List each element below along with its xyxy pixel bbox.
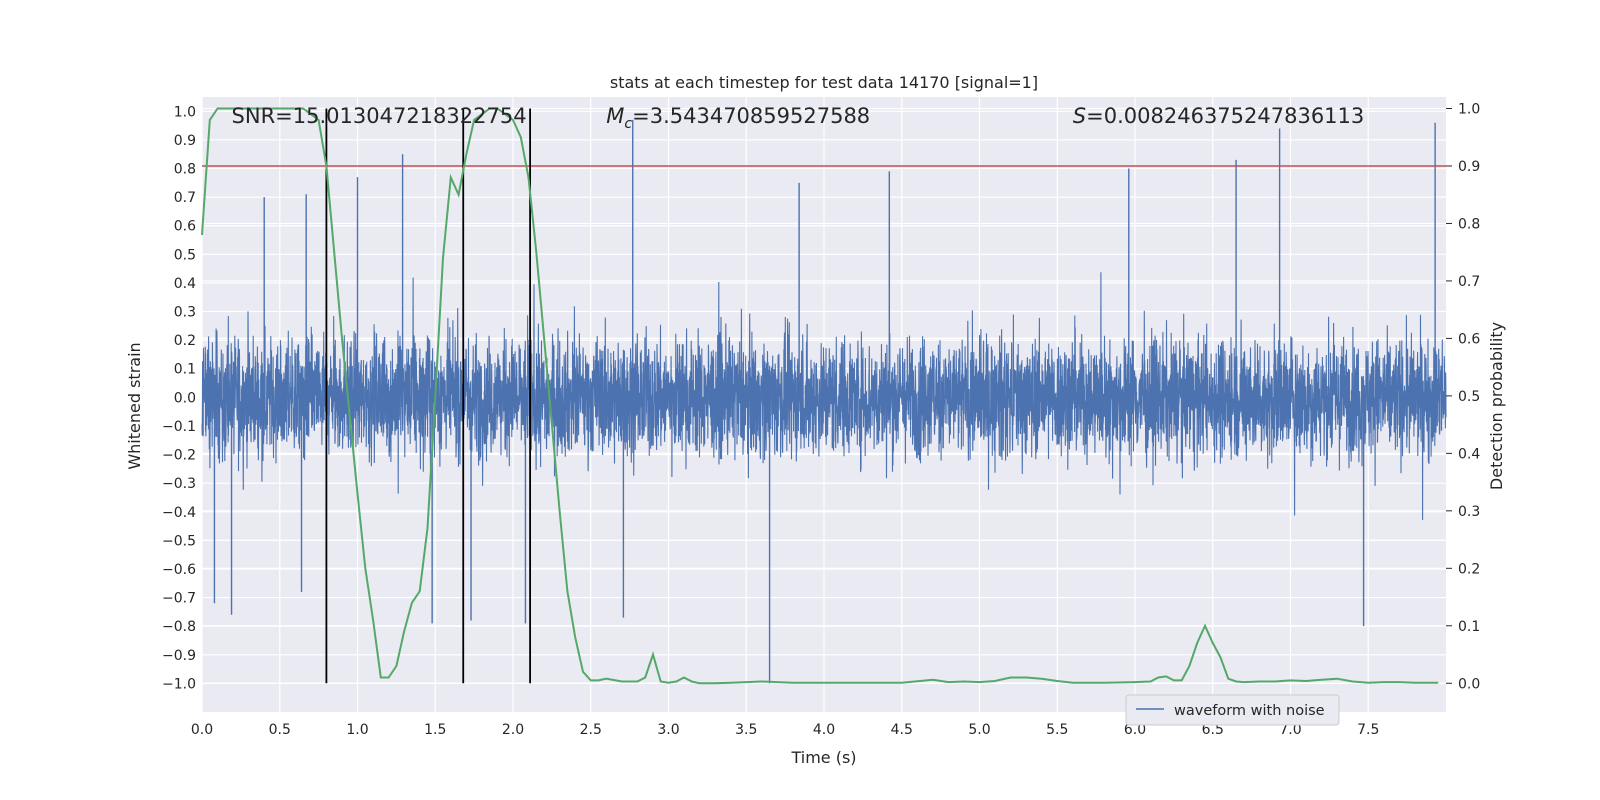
y-left-tick-label: 0.3 — [174, 305, 196, 321]
x-tick-label: 5.0 — [968, 722, 990, 738]
y-right-tick-label: 0.2 — [1458, 561, 1480, 577]
y-left-tick-label: 0.8 — [174, 162, 196, 178]
y-left-tick-label: −0.9 — [162, 648, 196, 664]
y-right-tick-label: 0.7 — [1458, 274, 1480, 290]
y-right-tick-label: 0.8 — [1458, 216, 1480, 232]
y-left-tick-label: 0.6 — [174, 219, 196, 235]
y-left-tick-label: −1.0 — [162, 676, 196, 692]
x-tick-label: 3.0 — [657, 722, 679, 738]
y-left-tick-label: 0.1 — [174, 362, 196, 378]
x-tick-label: 6.5 — [1202, 722, 1224, 738]
x-tick-label: 1.0 — [346, 722, 368, 738]
x-tick-label: 2.0 — [502, 722, 524, 738]
y-left-tick-label: −0.5 — [162, 533, 196, 549]
x-tick-label: 0.0 — [191, 722, 213, 738]
x-axis-title: Time (s) — [790, 748, 856, 767]
annotations: SNR=15.013047218322754 Mc=3.5434708595275… — [232, 104, 1365, 132]
y-right-tick-label: 0.0 — [1458, 676, 1480, 692]
y-left-tick-label: −0.3 — [162, 476, 196, 492]
y-right-tick-label: 0.4 — [1458, 446, 1480, 462]
y-left-tick-label: 0.2 — [174, 333, 196, 349]
x-tick-label: 1.5 — [424, 722, 446, 738]
y-left-tick-label: −0.8 — [162, 619, 196, 635]
legend-label: waveform with noise — [1174, 703, 1325, 719]
y-left-tick-label: −0.1 — [162, 419, 196, 435]
x-tick-label: 4.0 — [813, 722, 835, 738]
x-tick-label: 0.5 — [269, 722, 291, 738]
y-right-tick-label: 0.5 — [1458, 389, 1480, 405]
y-left-tick-label: −0.2 — [162, 448, 196, 464]
annotation-chirp-mass: Mc=3.543470859527588 — [606, 104, 870, 132]
x-tick-label: 2.5 — [580, 722, 602, 738]
x-tick-label: 5.5 — [1046, 722, 1068, 738]
y-left-tick-label: 0.4 — [174, 276, 196, 292]
vertical-markers — [325, 108, 532, 684]
annotation-snr: SNR=15.013047218322754 — [232, 104, 527, 128]
y-left-tick-label: −0.7 — [162, 591, 196, 607]
x-tick-label: 7.5 — [1357, 722, 1379, 738]
y-right-axis-title: Detection probability — [1487, 322, 1506, 490]
chart-title: stats at each timestep for test data 141… — [610, 73, 1038, 92]
y-left-tick-label: 0.7 — [174, 190, 196, 206]
x-tick-label: 4.5 — [891, 722, 913, 738]
y-left-tick-label: 0.5 — [174, 247, 196, 263]
waveform-spikes — [213, 119, 1436, 684]
x-tick-label: 3.5 — [735, 722, 757, 738]
legend: waveform with noise — [1125, 694, 1340, 726]
legend-box — [1125, 694, 1340, 726]
y-right-tick-label: 0.9 — [1458, 159, 1480, 175]
annotation-s: S=0.008246375247836113 — [1073, 104, 1364, 128]
x-ticks: 0.0 0.5 1.0 1.5 2.0 2.5 3.0 3.5 4.0 4.5 5.0 5.5 6.0 6… — [191, 722, 1380, 738]
y-left-tick-label: 1.0 — [174, 104, 196, 120]
detection-probability-series — [201, 107, 1439, 685]
y-right-tick-label: 0.6 — [1458, 331, 1480, 347]
x-tick-label: 7.0 — [1279, 722, 1301, 738]
y-left-tick-label: 0.0 — [174, 390, 196, 406]
y-left-tick-label: 0.9 — [174, 133, 196, 149]
y-right-tick-label: 0.1 — [1458, 619, 1480, 635]
waveform-series — [201, 272, 1447, 521]
y-right-tick-label: 0.3 — [1458, 504, 1480, 520]
y-left-ticks: 1.0 0.9 0.8 0.7 0.6 0.5 0.4 0.3 0.2 0.1 0.0 −0.1 −0.… — [162, 104, 196, 692]
y-right-tick-label: 1.0 — [1458, 101, 1480, 117]
y-left-axis-title: Whitened strain — [125, 342, 144, 469]
x-tick-label: 6.0 — [1124, 722, 1146, 738]
y-right-ticks: 1.0 0.9 0.8 0.7 0.6 0.5 0.4 0.3 0.2 0.1 0.0 — [1446, 101, 1480, 692]
y-left-tick-label: −0.6 — [162, 562, 196, 578]
y-left-tick-label: −0.4 — [162, 505, 196, 521]
